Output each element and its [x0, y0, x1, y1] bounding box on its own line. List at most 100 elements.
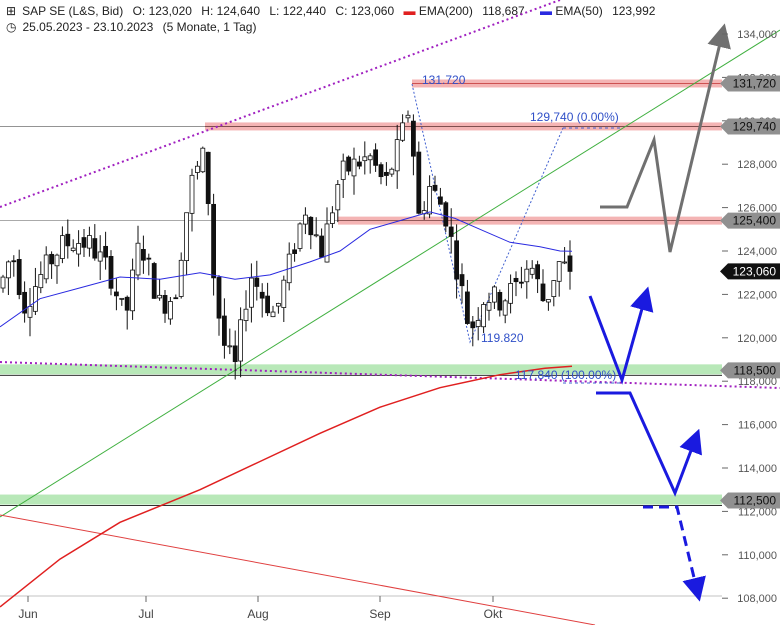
candle-body-down — [535, 264, 540, 280]
candle-body-down — [519, 281, 524, 284]
candle-body-up — [38, 274, 44, 289]
close-value: C: 123,060 — [335, 4, 395, 18]
candle — [119, 297, 125, 306]
y-tick-label: 126,000 — [737, 203, 777, 215]
candle-body-up — [6, 261, 11, 279]
candle — [502, 298, 508, 324]
candle — [475, 307, 481, 341]
symbol-label: SAP SE (L&S, Bid) — [22, 4, 124, 18]
low-value: L: 122,440 — [269, 4, 327, 18]
candle-body-up — [33, 286, 38, 312]
candle-body-down — [146, 257, 152, 260]
candle-body-down — [259, 291, 265, 299]
support-zone — [0, 494, 722, 505]
candle — [43, 246, 49, 284]
candle-body-down — [114, 291, 119, 297]
candle-body-up — [70, 247, 76, 251]
candle-body-up — [238, 319, 244, 362]
candle — [373, 143, 379, 172]
ema50-value: 123,992 — [612, 4, 656, 18]
candle — [157, 278, 163, 301]
candle — [167, 296, 173, 325]
ema200-value: 118,687 — [482, 4, 525, 18]
candle — [562, 247, 567, 265]
candle-body-down — [308, 216, 314, 236]
candle — [535, 260, 540, 294]
candle — [410, 114, 416, 176]
candle — [22, 281, 28, 323]
candle — [6, 260, 11, 295]
candle-body-up — [556, 261, 562, 282]
candle-body-down — [319, 235, 325, 258]
candle — [400, 114, 406, 142]
candle-body-down — [92, 238, 98, 259]
candle — [259, 283, 265, 318]
candle-body-up — [0, 276, 6, 289]
y-tick-label: 110,000 — [738, 550, 777, 562]
candle-body-down — [292, 249, 298, 254]
candle-body-up — [27, 305, 33, 318]
candle — [265, 282, 271, 317]
candle-body-up — [157, 294, 163, 299]
candle-body-down — [443, 202, 449, 227]
bullish-projection-arrow — [600, 23, 731, 253]
x-tick-label: Sep — [369, 607, 391, 621]
fib-annotation-1: 131.720 — [422, 73, 466, 87]
candle-body-down — [513, 277, 519, 283]
downtrend-line — [0, 514, 596, 625]
y-tick-label: 116,000 — [738, 420, 777, 432]
level-price-badge: 131,720 — [720, 75, 780, 92]
candle — [546, 299, 551, 311]
candle-body-up — [335, 184, 341, 211]
candle — [351, 147, 357, 195]
candle-body-down — [221, 315, 227, 346]
candle-body-up — [508, 283, 514, 304]
candle — [308, 216, 314, 250]
candle-body-down — [216, 277, 222, 319]
candle-body-up — [97, 251, 103, 262]
candle-body-down — [265, 295, 271, 314]
candle — [313, 217, 319, 238]
candle — [567, 240, 573, 290]
candle — [54, 253, 60, 284]
ema50-line — [0, 211, 573, 328]
ema200-legend: ▬ EMA(200) 118,687 — [403, 4, 525, 18]
candle-body-down — [22, 291, 28, 314]
candle-body-up — [427, 186, 433, 215]
candle — [464, 279, 470, 325]
candle — [497, 289, 503, 317]
candle — [70, 239, 76, 253]
uptrend-line — [0, 29, 780, 518]
candle-body-up — [400, 122, 406, 141]
candle-body-up — [194, 165, 200, 173]
drop-projection-arrow — [596, 391, 702, 497]
level-badge-label: 112,500 — [734, 494, 777, 508]
candle-body-down — [373, 149, 379, 166]
level-badge-shape — [720, 118, 780, 135]
candle — [189, 168, 195, 232]
level-badge-label: 131,720 — [733, 76, 777, 90]
candle-body-down — [254, 277, 260, 287]
candle-body-up — [562, 261, 567, 264]
candle — [470, 316, 476, 347]
candle — [162, 289, 168, 323]
candle — [513, 271, 519, 297]
candle-body-up — [184, 212, 190, 262]
candle — [108, 250, 114, 296]
fib-annotation-4: 117,840 (100.00%) — [515, 368, 616, 382]
candle-body-up — [529, 267, 535, 275]
upper-channel-line — [0, 0, 561, 208]
candle — [319, 228, 325, 258]
candle-body-up — [130, 269, 136, 312]
candle-body-down — [459, 274, 465, 287]
candle — [124, 295, 130, 330]
candle — [519, 266, 524, 289]
candle — [324, 207, 330, 263]
candle-body-down — [540, 283, 546, 302]
candle-body-up — [351, 158, 357, 177]
candle-body-up — [270, 311, 276, 318]
candle-body-up — [302, 214, 308, 225]
candle-body-down — [410, 120, 416, 157]
fibonacci-zigzag — [411, 83, 564, 344]
